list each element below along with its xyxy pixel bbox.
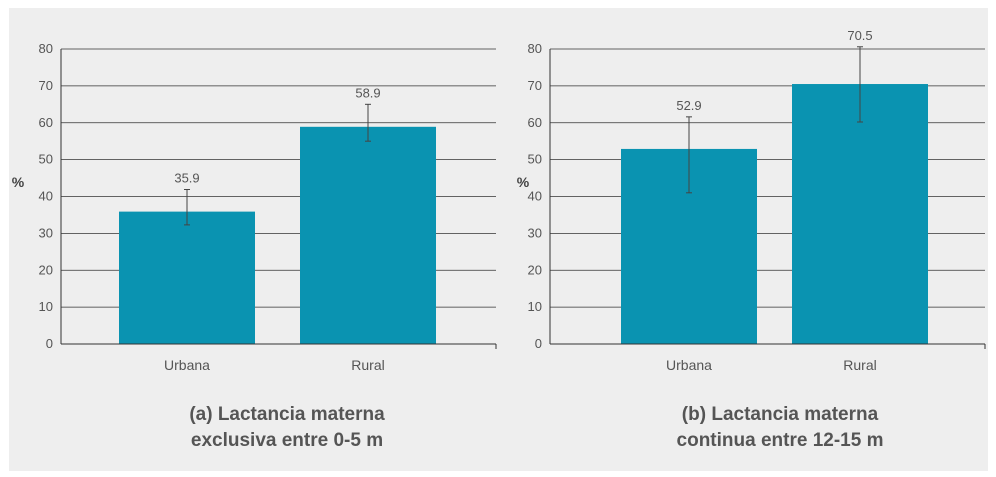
chart-b-y-tick-label: 20	[528, 262, 542, 277]
chart-b-title: (b) Lactancia materna continua entre 12-…	[580, 402, 980, 454]
chart-a-y-tick-label: 40	[39, 189, 53, 204]
chart-a-y-tick-label: 60	[39, 115, 53, 130]
chart-b-title-line-1: (b) Lactancia materna	[681, 404, 879, 425]
chart-a-title: (a) Lactancia materna exclusiva entre 0-…	[87, 402, 487, 454]
chart-b-y-tick-label: 30	[528, 225, 542, 240]
chart-a: 0 10 20 30 40 50 60 70 80% 35.9 Urbana 58.9 Rural	[12, 41, 497, 373]
chart-a-y-tick-label: 70	[39, 78, 53, 93]
chart-a-y-tick-label: 20	[39, 262, 53, 277]
chart-a-value-label: 35.9	[174, 170, 199, 185]
chart-b: 0 10 20 30 40 50 60 70 80% 52.9 Urbana 70.5 Rural	[517, 28, 986, 373]
chart-b-category-label: Urbana	[666, 357, 712, 373]
chart-a-value-label: 58.9	[355, 85, 380, 100]
figure-panel: 0 10 20 30 40 50 60 70 80% 35.9 Urbana 58.9 Rural 0 1…	[9, 8, 988, 471]
chart-b-y-tick-label: 60	[528, 115, 542, 130]
chart-a-title-line-1: (a) Lactancia materna	[189, 404, 385, 425]
chart-b-category-label: Rural	[843, 357, 876, 373]
chart-b-y-tick-label: 0	[535, 336, 542, 351]
chart-b-title-line-2: continua entre 12-15 m	[676, 430, 884, 451]
chart-a-bar	[300, 126, 436, 345]
chart-b-y-tick-label: 50	[528, 152, 542, 167]
chart-a-y-tick-label: 80	[39, 41, 53, 56]
chart-a-y-axis-label: %	[12, 174, 25, 190]
chart-a-bar	[119, 211, 255, 344]
chart-a-category-label: Rural	[351, 357, 384, 373]
chart-b-value-label: 70.5	[847, 28, 872, 43]
chart-a-category-label: Urbana	[164, 357, 210, 373]
chart-a-y-tick-label: 50	[39, 152, 53, 167]
chart-b-bar	[792, 84, 928, 344]
chart-b-y-tick-label: 80	[528, 41, 542, 56]
chart-b-y-tick-label: 40	[528, 189, 542, 204]
chart-a-y-tick-label: 10	[39, 299, 53, 314]
chart-b-y-tick-label: 10	[528, 299, 542, 314]
chart-a-y-tick-label: 0	[46, 336, 53, 351]
chart-b-value-label: 52.9	[676, 98, 701, 113]
chart-a-y-tick-label: 30	[39, 225, 53, 240]
chart-b-y-tick-label: 70	[528, 78, 542, 93]
chart-a-title-line-2: exclusiva entre 0-5 m	[190, 430, 384, 451]
chart-b-y-axis-label: %	[517, 174, 530, 190]
